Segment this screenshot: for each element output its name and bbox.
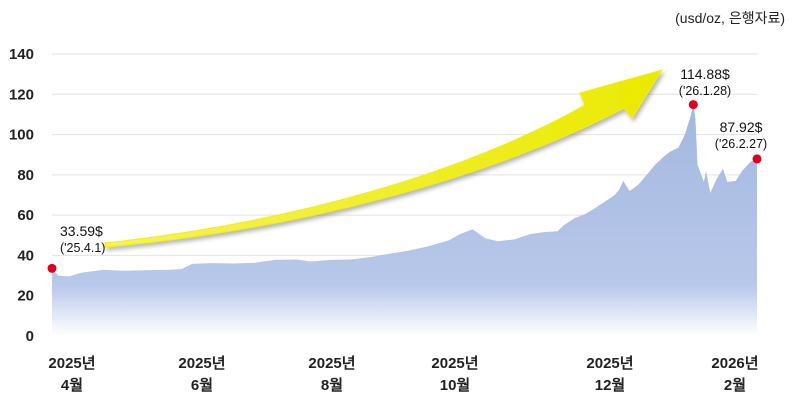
unit-note: (usd/oz, 은행자료) — [675, 10, 785, 26]
y-tick-label: 40 — [17, 247, 34, 264]
x-tick-label: 2026년 — [711, 355, 758, 372]
trend-arrow — [104, 69, 664, 248]
x-tick-label: 2025년 — [308, 355, 355, 372]
x-tick-label: 2월 — [724, 377, 746, 394]
trend-arrow-shape — [104, 69, 664, 248]
series-area — [52, 104, 757, 336]
x-tick-label: 8월 — [321, 377, 343, 394]
y-tick-label: 140 — [9, 46, 34, 63]
annotation-date: ('26.2.27) — [715, 137, 767, 151]
x-tick-label: 4월 — [61, 377, 83, 394]
y-tick-label: 0 — [26, 328, 34, 345]
y-tick-label: 120 — [9, 86, 34, 103]
data-point-marker — [47, 263, 57, 273]
annotation-value: 87.92$ — [720, 119, 763, 135]
x-tick-label: 2025년 — [48, 355, 95, 372]
series-0-area — [52, 104, 757, 336]
x-tick-label: 10월 — [440, 377, 471, 394]
x-tick-label: 12월 — [595, 377, 626, 394]
y-axis: 0 20 40 60 80 100 120 140 — [9, 46, 34, 345]
data-point-marker — [752, 154, 762, 164]
x-axis: 2025년 4월 2025년 6월 2025년 8월 2025년 10월 2025년 12월 202… — [48, 355, 758, 394]
x-tick-label: 2025년 — [178, 355, 225, 372]
annotation-date: ('26.1.28) — [679, 84, 731, 98]
annotations: 33.59$ ('25.4.1) 114.88$ ('26.1.28) 87.92$ ('… — [47, 66, 767, 273]
y-tick-label: 80 — [17, 167, 34, 184]
y-tick-label: 100 — [9, 127, 34, 144]
data-point-marker — [688, 100, 698, 110]
x-tick-label: 6월 — [191, 377, 213, 394]
x-tick-label: 2025년 — [431, 355, 478, 372]
x-tick-label: 2025년 — [586, 355, 633, 372]
y-tick-label: 20 — [17, 288, 34, 305]
y-tick-label: 60 — [17, 207, 34, 224]
annotation-date: ('25.4.1) — [60, 241, 105, 255]
annotation-value: 33.59$ — [60, 223, 103, 239]
annotation-value: 114.88$ — [680, 66, 730, 82]
